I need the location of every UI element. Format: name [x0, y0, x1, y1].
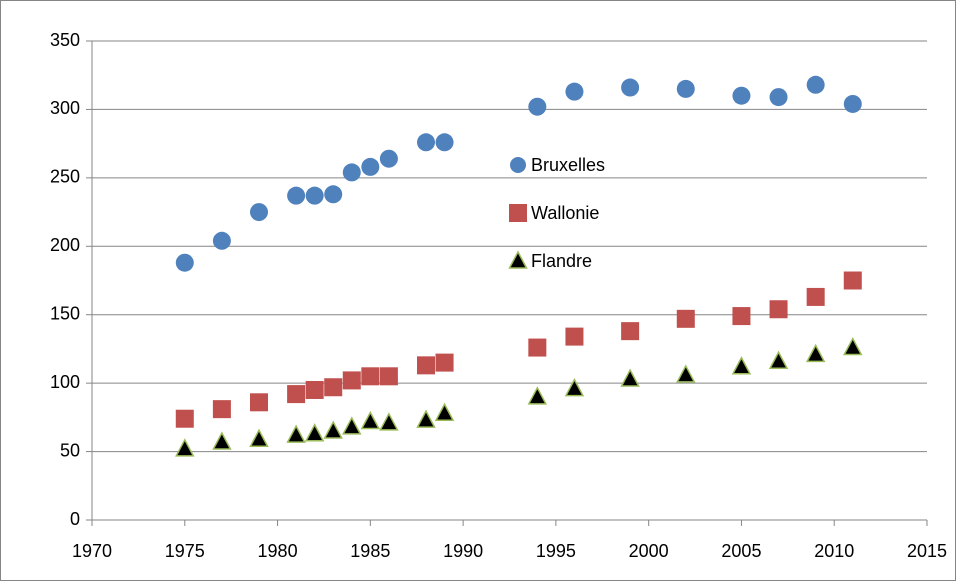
data-point [843, 94, 862, 113]
data-point [342, 416, 362, 435]
data-point [621, 78, 640, 97]
data-point [806, 75, 825, 94]
data-point [769, 88, 788, 107]
data-point [324, 378, 343, 397]
data-point [528, 338, 547, 357]
y-tick-label: 0 [70, 509, 80, 529]
data-point [342, 163, 361, 182]
data-point [806, 287, 825, 306]
x-tick-label: 1995 [536, 541, 576, 561]
data-point [379, 367, 398, 386]
x-tick-label: 1985 [350, 541, 390, 561]
data-point [361, 367, 380, 386]
data-point [769, 300, 788, 319]
legend-label: Bruxelles [531, 155, 605, 175]
data-point [565, 82, 584, 101]
legend-marker [509, 204, 527, 222]
data-point [732, 307, 751, 326]
legend-label: Wallonie [531, 203, 599, 223]
data-point [676, 364, 696, 383]
data-point [843, 336, 863, 356]
data-point [676, 309, 695, 328]
data-point [212, 431, 232, 450]
data-point [805, 343, 826, 363]
data-point [676, 79, 695, 98]
y-tick-label: 100 [50, 372, 80, 392]
data-point [361, 157, 380, 176]
data-point [435, 353, 454, 372]
y-tick-label: 50 [60, 440, 80, 460]
data-point [286, 424, 306, 443]
y-tick-label: 350 [50, 30, 80, 50]
legend-marker [510, 157, 526, 173]
x-tick-label: 1970 [72, 541, 112, 561]
y-tick-label: 150 [50, 303, 80, 323]
data-point [212, 400, 231, 419]
data-point [249, 428, 269, 448]
data-point [768, 350, 789, 369]
data-point [620, 368, 640, 387]
data-point [342, 371, 361, 390]
legend-marker [508, 250, 528, 269]
data-point [212, 231, 231, 250]
data-point [250, 203, 268, 222]
data-point [360, 410, 381, 430]
data-point [379, 412, 399, 431]
data-point [304, 423, 325, 442]
data-point [323, 420, 343, 439]
x-tick-label: 1980 [258, 541, 298, 561]
data-point [435, 133, 454, 152]
x-tick-label: 1990 [443, 541, 483, 561]
data-point [175, 409, 194, 428]
data-point [434, 402, 455, 422]
data-point [621, 322, 640, 341]
y-tick-label: 250 [50, 167, 80, 187]
data-point [175, 438, 195, 457]
data-point [417, 133, 435, 152]
data-point [305, 380, 324, 399]
data-point [565, 327, 584, 346]
x-tick-label: 1975 [165, 541, 205, 561]
data-point [843, 271, 862, 290]
y-tick-label: 300 [50, 98, 80, 118]
data-point [527, 386, 548, 405]
data-point [324, 185, 343, 204]
data-point [287, 385, 306, 404]
data-point [305, 186, 324, 205]
data-point [250, 393, 268, 412]
data-point [287, 186, 306, 205]
data-point [416, 409, 436, 428]
x-tick-label: 2010 [814, 541, 854, 561]
y-tick-label: 200 [50, 235, 80, 255]
x-tick-label: 2005 [721, 541, 761, 561]
legend-label: Flandre [531, 251, 592, 271]
data-point [564, 378, 585, 397]
x-tick-label: 2015 [907, 541, 947, 561]
data-point [731, 356, 752, 375]
data-point [379, 149, 398, 168]
data-point [175, 253, 194, 272]
data-point [732, 86, 751, 105]
data-point [417, 356, 435, 375]
data-point [528, 97, 547, 116]
x-tick-label: 2000 [629, 541, 669, 561]
